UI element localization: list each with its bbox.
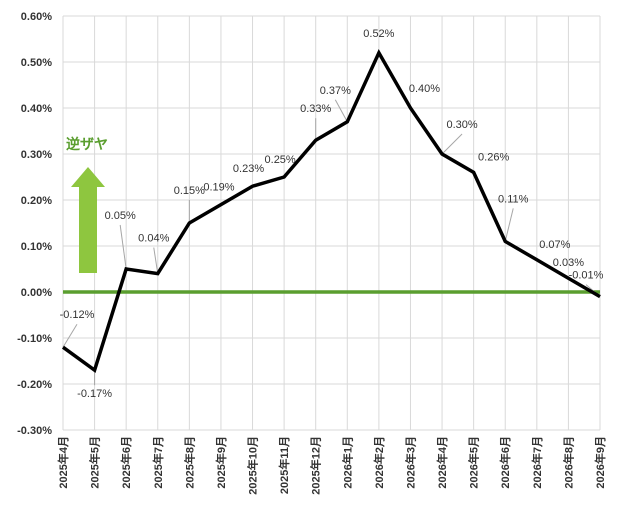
y-tick-label: -0.10% <box>17 333 52 345</box>
data-labels: -0.12%-0.17%0.05%0.04%0.15%0.19%0.23%0.2… <box>60 28 604 400</box>
x-tick-label: 2025年7月 <box>151 436 165 489</box>
leader-line <box>153 247 159 274</box>
data-label: -0.01% <box>569 270 604 282</box>
x-tick-label: 2026年7月 <box>530 436 544 489</box>
data-label: -0.17% <box>77 388 112 400</box>
x-tick-label: 2026年8月 <box>561 436 575 489</box>
label-leader-lines <box>62 99 601 386</box>
y-tick-label: 0.40% <box>21 103 52 115</box>
data-label: 0.52% <box>363 28 394 40</box>
x-tick-label: 2025年11月 <box>277 436 291 494</box>
leader-line <box>119 224 127 270</box>
data-label: 0.30% <box>446 119 477 131</box>
x-tick-label: 2026年5月 <box>467 436 481 489</box>
x-tick-label: 2026年2月 <box>372 436 386 489</box>
x-axis-ticks: 2025年4月 2025年5月 2025年6月 2025年7月 2025年8月 2025年… <box>56 436 607 495</box>
y-tick-label: 0.50% <box>21 57 52 69</box>
up-arrow-icon <box>71 167 105 273</box>
grid-lines <box>62 15 601 431</box>
data-label: 0.04% <box>138 233 169 245</box>
data-label: 0.26% <box>478 151 509 163</box>
x-tick-label: 2026年6月 <box>498 436 512 489</box>
data-label: 0.33% <box>300 103 331 115</box>
x-tick-label: 2025年5月 <box>88 436 102 489</box>
y-tick-label: 0.00% <box>21 287 52 299</box>
data-label: -0.12% <box>60 309 95 321</box>
y-tick-label: -0.20% <box>17 379 52 391</box>
leader-line <box>504 208 514 242</box>
data-label: 0.23% <box>233 163 264 175</box>
data-label: 0.15% <box>174 185 205 197</box>
x-tick-label: 2026年9月 <box>593 436 607 489</box>
data-label: 0.07% <box>539 239 570 251</box>
x-tick-label: 2026年4月 <box>435 436 449 489</box>
x-tick-label: 2025年8月 <box>182 436 196 489</box>
leader-line <box>334 99 348 123</box>
data-label: 0.19% <box>203 182 234 194</box>
x-tick-label: 2025年6月 <box>119 436 133 489</box>
annotation: 逆ザヤ <box>66 136 108 273</box>
x-tick-label: 2026年3月 <box>403 436 417 489</box>
y-tick-label: -0.30% <box>17 425 52 437</box>
y-axis-ticks: -0.30% -0.20% -0.10% 0.00% 0.10% 0.20% 0.30% 0.… <box>17 11 52 437</box>
y-tick-label: 0.30% <box>21 149 52 161</box>
y-tick-label: 0.60% <box>21 11 52 23</box>
series-line <box>61 48 601 374</box>
x-tick-label: 2026年1月 <box>340 436 354 489</box>
x-tick-label: 2025年9月 <box>214 436 228 489</box>
leader-line <box>62 323 78 348</box>
data-label: 0.05% <box>105 210 136 222</box>
y-tick-label: 0.10% <box>21 241 52 253</box>
y-tick-label: 0.20% <box>21 195 52 207</box>
data-label: 0.03% <box>553 257 584 269</box>
data-label: 0.40% <box>409 83 440 95</box>
data-label: 0.11% <box>498 193 529 205</box>
leader-line <box>441 133 463 155</box>
x-tick-label: 2025年4月 <box>56 436 70 489</box>
x-tick-label: 2025年10月 <box>246 436 260 495</box>
x-tick-label: 2025年12月 <box>309 436 323 495</box>
data-label: 0.25% <box>265 154 296 166</box>
annotation-text: 逆ザヤ <box>66 136 108 153</box>
data-label: 0.37% <box>320 85 351 97</box>
